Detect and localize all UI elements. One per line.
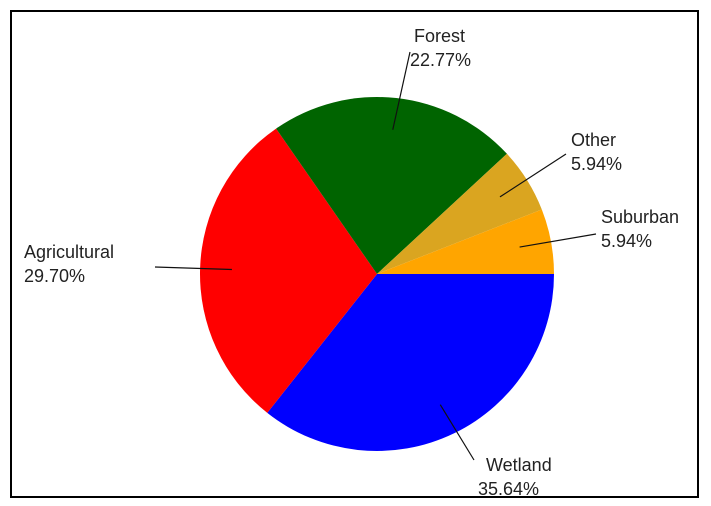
- leader-line-forest: [392, 51, 411, 130]
- label-pct-agricultural: 29.70%: [24, 266, 85, 286]
- slice-labels: Forest 22.77% Other 5.94% Suburban 5.94%…: [24, 26, 679, 498]
- label-name-suburban: Suburban: [601, 207, 679, 227]
- label-pct-forest: 22.77%: [410, 50, 471, 70]
- pie-slice-other: [377, 153, 542, 274]
- label-name-wetland: Wetland: [486, 455, 552, 475]
- label-name-agricultural: Agricultural: [24, 242, 114, 262]
- leader-line-suburban: [519, 233, 597, 248]
- label-name-other: Other: [571, 130, 616, 150]
- pie-slice-forest: [276, 96, 507, 274]
- label-pct-suburban: 5.94%: [601, 231, 652, 251]
- label-name-forest: Forest: [414, 26, 465, 46]
- label-pct-other: 5.94%: [571, 154, 622, 174]
- label-pct-wetland: 35.64%: [478, 479, 539, 498]
- pie-slices: [199, 96, 554, 451]
- chart-frame: Forest 22.77% Other 5.94% Suburban 5.94%…: [10, 10, 699, 498]
- leader-line-wetland: [439, 404, 475, 461]
- pie-slice-wetland: [267, 274, 554, 451]
- pie-slice-agricultural: [199, 128, 377, 413]
- pie-chart: Forest 22.77% Other 5.94% Suburban 5.94%…: [24, 26, 679, 498]
- leader-line-other: [499, 153, 567, 198]
- leader-lines: [154, 51, 597, 461]
- leader-line-agricultural: [154, 266, 232, 271]
- pie-slice-suburban: [377, 209, 554, 274]
